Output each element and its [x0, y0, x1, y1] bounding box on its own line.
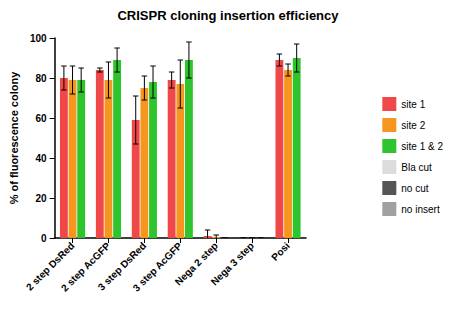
svg-text:site 1: site 1: [401, 99, 425, 110]
svg-text:no cut: no cut: [401, 183, 428, 194]
svg-text:100: 100: [30, 33, 47, 44]
svg-text:% of fluorescence colony: % of fluorescence colony: [8, 71, 20, 205]
svg-text:Nega 3 step: Nega 3 step: [209, 240, 256, 287]
svg-text:60: 60: [35, 113, 47, 124]
svg-text:Bla cut: Bla cut: [401, 162, 432, 173]
svg-text:CRISPR cloning insertion effic: CRISPR cloning insertion efficiency: [117, 8, 339, 23]
svg-text:site 1 & 2: site 1 & 2: [401, 141, 443, 152]
svg-text:2 step AcGFP: 2 step AcGFP: [58, 240, 113, 294]
svg-text:3 step DsRed: 3 step DsRed: [95, 240, 149, 293]
svg-text:no insert: no insert: [401, 204, 440, 215]
svg-text:Nega 2 step: Nega 2 step: [172, 240, 221, 288]
svg-text:site 2: site 2: [401, 120, 425, 131]
svg-text:20: 20: [35, 193, 47, 204]
svg-text:0: 0: [41, 233, 47, 244]
svg-text:80: 80: [35, 73, 47, 84]
svg-text:40: 40: [35, 153, 47, 164]
svg-text:Posi: Posi: [269, 240, 292, 263]
svg-text:2 step DsRed: 2 step DsRed: [23, 240, 77, 293]
svg-text:3 step AcGFP: 3 step AcGFP: [131, 240, 185, 294]
